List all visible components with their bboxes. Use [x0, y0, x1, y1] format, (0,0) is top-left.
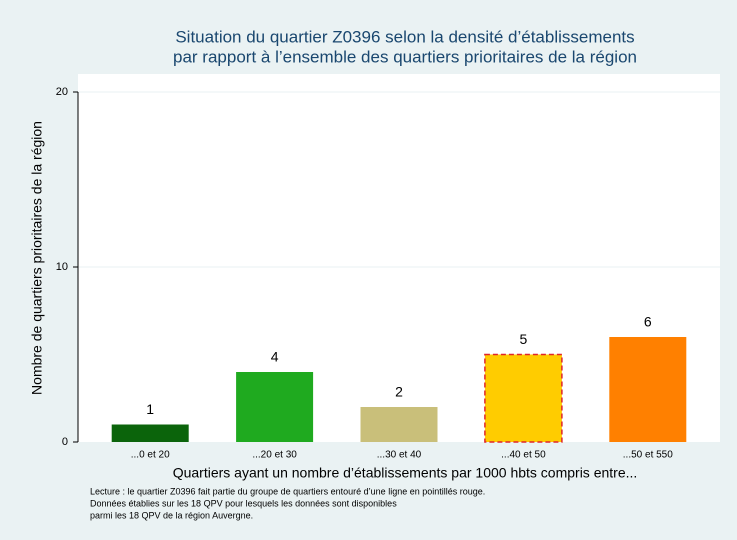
data-label: 4: [271, 349, 279, 365]
note: Données établies sur les 18 QPV pour les…: [90, 498, 397, 508]
y-axis-title: Nombre de quartiers prioritaires de la r…: [29, 121, 45, 395]
x-tick-label: ...30 et 40: [377, 450, 422, 461]
x-tick-label: ...40 et 50: [501, 450, 546, 461]
x-tick-label: ...0 et 20: [131, 450, 170, 461]
y-tick-label: 20: [56, 86, 68, 98]
y-tick-label: 10: [56, 261, 68, 273]
x-axis-title: Quartiers ayant un nombre d’établissemen…: [173, 465, 638, 481]
note: parmi les 18 QPV de la région Auvergne.: [90, 510, 253, 520]
bar: [484, 353, 563, 443]
chart-title: par rapport à l’ensemble des quartiers p…: [173, 47, 637, 66]
x-tick-label: ...50 et 550: [623, 450, 673, 461]
bar: [111, 424, 189, 442]
bar: [360, 407, 438, 442]
data-label: 1: [146, 401, 154, 417]
bar: [609, 337, 687, 442]
y-tick-label: 0: [62, 436, 68, 448]
data-label: 6: [644, 314, 652, 330]
bar: [236, 372, 314, 442]
x-tick-label: ...20 et 30: [252, 450, 297, 461]
note: Lecture : le quartier Z0396 fait partie …: [90, 486, 485, 496]
chart-title: Situation du quartier Z0396 selon la den…: [175, 27, 634, 46]
data-label: 5: [520, 331, 528, 347]
data-label: 2: [395, 384, 403, 400]
